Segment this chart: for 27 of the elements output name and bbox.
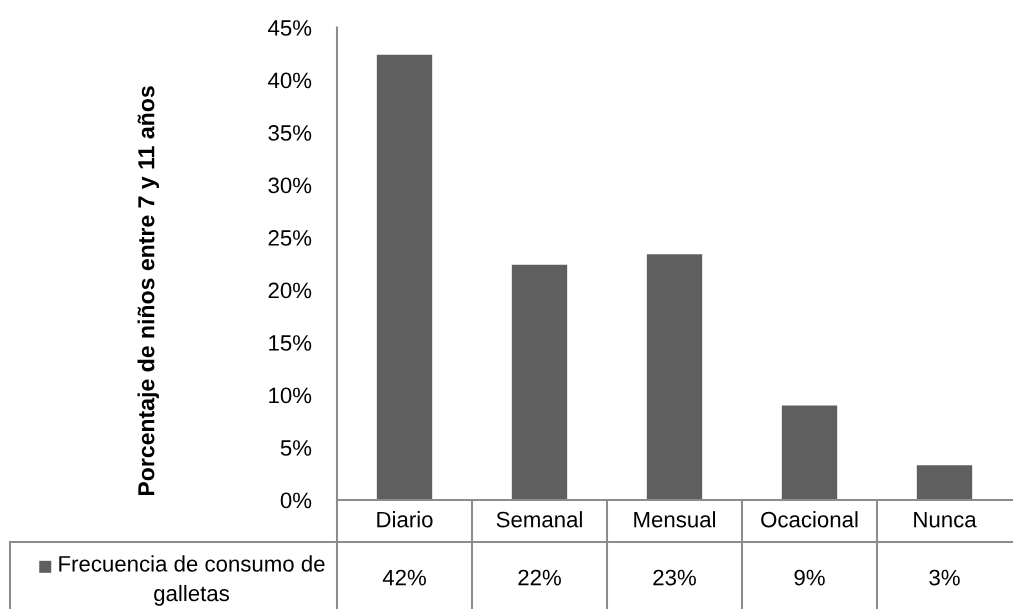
x-tick-label: Nunca (914, 511, 977, 528)
y-tick-label: 0% (280, 492, 312, 509)
y-tick-label: 35% (268, 125, 312, 141)
bar (511, 264, 568, 500)
bar (646, 254, 703, 500)
bar (781, 405, 838, 500)
data-label: 23% (653, 569, 696, 586)
data-label: 42% (382, 569, 426, 586)
y-tick-label: 5% (280, 440, 312, 456)
data-label: 22% (518, 569, 561, 586)
y-axis-title: Porcentaje de niños entre 7 y 11 años (137, 86, 159, 496)
y-tick-label: 20% (268, 282, 312, 299)
y-tick-label: 30% (268, 177, 312, 194)
x-tick-label: Mensual (634, 511, 716, 528)
data-label: 3% (929, 569, 960, 586)
y-tick-label: 10% (269, 387, 312, 404)
data-label: 9% (794, 569, 825, 586)
y-tick-label: 40% (268, 72, 312, 89)
legend-label: Frecuencia de consumo de galletas (59, 555, 325, 606)
y-tick-label: 15% (269, 335, 312, 351)
bar (916, 465, 973, 500)
y-tick-label: 45% (268, 20, 312, 36)
x-tick-label: Ocacional (761, 511, 858, 528)
x-tick-label: Diario (377, 511, 433, 528)
y-tick-label: 25% (268, 230, 312, 246)
bar (376, 54, 433, 500)
x-tick-label: Semanal (496, 511, 582, 528)
